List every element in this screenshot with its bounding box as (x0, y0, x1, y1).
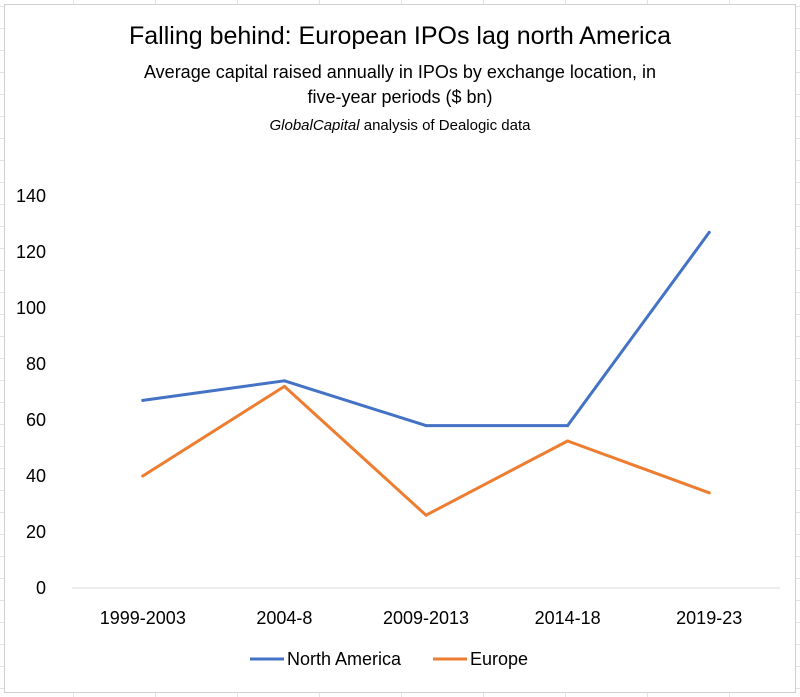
data-point (424, 513, 428, 517)
series-line-north-america (141, 230, 711, 428)
chart-source-note: GlobalCapital analysis of Dealogic data (0, 117, 800, 134)
y-tick-label: 40 (26, 466, 46, 486)
data-point (566, 424, 570, 428)
legend-label: North America (287, 649, 402, 669)
chart-area[interactable] (4, 4, 796, 693)
data-point (707, 491, 711, 495)
data-point (141, 474, 145, 478)
y-tick-label: 60 (26, 410, 46, 430)
source-name: GlobalCapital (269, 117, 360, 134)
y-tick-label: 80 (26, 354, 46, 374)
y-tick-label: 20 (26, 522, 46, 542)
chart-subtitle-line-2: five-year periods ($ bn) (307, 87, 493, 107)
source-note-text: analysis of Dealogic data (359, 117, 531, 134)
x-tick-label: 2014-18 (535, 608, 601, 628)
y-tick-label: 0 (36, 578, 46, 598)
chart-subtitle-line-1: Average capital raised annually in IPOs … (144, 62, 656, 82)
data-point (566, 439, 570, 443)
data-point (282, 379, 286, 383)
chart-subtitle: Average capital raised annually in IPOs … (0, 60, 800, 110)
data-point (141, 398, 145, 402)
series-line-europe (141, 384, 711, 517)
y-tick-label: 120 (16, 242, 46, 262)
data-point (282, 384, 286, 388)
data-point (707, 230, 711, 234)
x-tick-label: 2019-23 (676, 608, 742, 628)
chart-title: Falling behind: European IPOs lag north … (129, 22, 671, 50)
x-tick-label: 1999-2003 (100, 608, 186, 628)
legend-label: Europe (470, 649, 528, 669)
x-tick-label: 2009-2013 (383, 608, 469, 628)
y-tick-label: 100 (16, 298, 46, 318)
data-point (424, 424, 428, 428)
x-tick-label: 2004-8 (256, 608, 312, 628)
y-tick-label: 140 (16, 186, 46, 206)
